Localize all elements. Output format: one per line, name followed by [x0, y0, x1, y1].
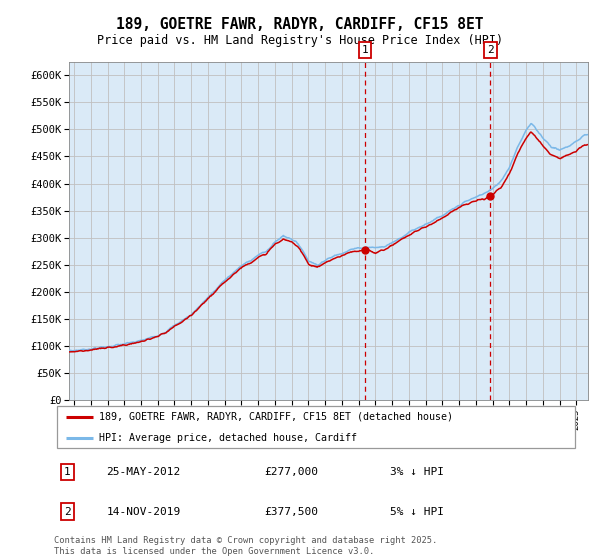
- Text: HPI: Average price, detached house, Cardiff: HPI: Average price, detached house, Card…: [98, 433, 356, 443]
- Text: Price paid vs. HM Land Registry's House Price Index (HPI): Price paid vs. HM Land Registry's House …: [97, 34, 503, 47]
- Text: 189, GOETRE FAWR, RADYR, CARDIFF, CF15 8ET (detached house): 189, GOETRE FAWR, RADYR, CARDIFF, CF15 8…: [98, 412, 452, 422]
- Text: 1: 1: [362, 45, 368, 55]
- FancyBboxPatch shape: [56, 405, 575, 448]
- Text: 2: 2: [64, 507, 71, 516]
- Text: Contains HM Land Registry data © Crown copyright and database right 2025.
This d: Contains HM Land Registry data © Crown c…: [54, 536, 437, 556]
- Text: 3% ↓ HPI: 3% ↓ HPI: [390, 467, 444, 477]
- Text: 5% ↓ HPI: 5% ↓ HPI: [390, 507, 444, 516]
- Text: £277,000: £277,000: [264, 467, 318, 477]
- Text: 189, GOETRE FAWR, RADYR, CARDIFF, CF15 8ET: 189, GOETRE FAWR, RADYR, CARDIFF, CF15 8…: [116, 17, 484, 32]
- Text: 14-NOV-2019: 14-NOV-2019: [107, 507, 181, 516]
- Text: £377,500: £377,500: [264, 507, 318, 516]
- Text: 1: 1: [64, 467, 71, 477]
- Text: 2: 2: [487, 45, 494, 55]
- Text: 25-MAY-2012: 25-MAY-2012: [107, 467, 181, 477]
